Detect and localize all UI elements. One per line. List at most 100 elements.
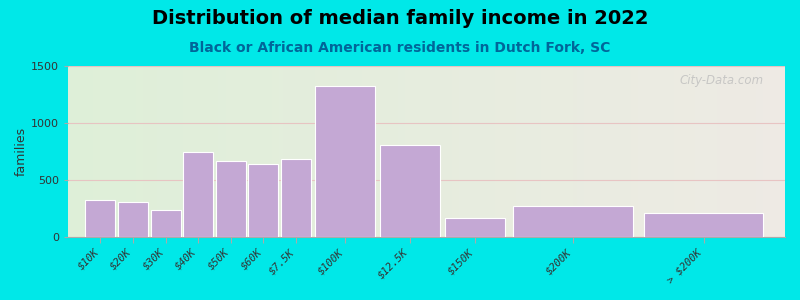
Bar [714,65,717,237]
Bar [441,65,444,237]
Bar [562,65,566,237]
Bar [387,65,390,237]
Bar [380,65,383,237]
Bar [710,65,714,237]
Bar [548,65,552,237]
Bar [581,65,584,237]
Bar [642,65,645,237]
Bar [462,65,466,237]
Bar [71,65,75,237]
Bar [179,65,182,237]
Bar [520,65,523,237]
Bar [570,65,574,237]
Bar [717,65,721,237]
Bar [602,65,606,237]
Bar [756,65,760,237]
Bar [763,65,767,237]
Bar [516,65,520,237]
Bar [132,65,136,237]
Bar [340,65,344,237]
Bar [312,65,315,237]
Text: Black or African American residents in Dutch Fork, SC: Black or African American residents in D… [190,40,610,55]
Bar [301,65,305,237]
Bar [394,65,398,237]
Bar [118,202,148,237]
Bar [201,65,204,237]
Bar [643,213,763,237]
Bar [724,65,728,237]
Text: City-Data.com: City-Data.com [679,74,763,87]
Bar [100,65,104,237]
Bar [236,65,240,237]
Bar [538,65,541,237]
Bar [416,65,419,237]
Bar [527,65,530,237]
Bar [731,65,734,237]
Bar [240,65,243,237]
Bar [254,65,258,237]
Bar [290,65,294,237]
Bar [695,65,699,237]
Bar [175,65,179,237]
Bar [182,65,186,237]
Bar [742,65,746,237]
Bar [434,65,437,237]
Bar [272,65,276,237]
Bar [634,65,638,237]
Bar [491,65,494,237]
Bar [279,65,283,237]
Bar [186,65,190,237]
Bar [774,65,778,237]
Bar [446,218,506,237]
Bar [674,65,678,237]
Bar [595,65,598,237]
Bar [111,65,114,237]
Bar [455,65,458,237]
Bar [509,65,513,237]
Bar [606,65,610,237]
Bar [247,65,250,237]
Bar [154,65,158,237]
Bar [93,65,97,237]
Bar [215,65,218,237]
Bar [226,65,229,237]
Bar [82,65,86,237]
Bar [373,65,376,237]
Bar [168,65,172,237]
Bar [265,65,269,237]
Bar [330,65,333,237]
Bar [276,65,279,237]
Bar [90,65,93,237]
Bar [559,65,562,237]
Bar [624,65,627,237]
Bar [78,65,82,237]
Bar [86,65,90,237]
Bar [122,65,125,237]
Bar [104,65,107,237]
Bar [369,65,373,237]
Bar [222,65,226,237]
Bar [125,65,129,237]
Bar [678,65,681,237]
Bar [258,65,262,237]
Bar [588,65,591,237]
Bar [208,65,211,237]
Bar [383,65,387,237]
Bar [229,65,233,237]
Bar [398,65,402,237]
Bar [638,65,642,237]
Bar [746,65,749,237]
Bar [448,65,451,237]
Y-axis label: families: families [15,127,28,176]
Bar [405,65,409,237]
Bar [681,65,685,237]
Bar [362,65,366,237]
Text: Distribution of median family income in 2022: Distribution of median family income in … [152,9,648,28]
Bar [513,65,516,237]
Bar [249,164,278,237]
Bar [530,65,534,237]
Bar [68,65,71,237]
Bar [118,65,122,237]
Bar [190,65,194,237]
Bar [617,65,620,237]
